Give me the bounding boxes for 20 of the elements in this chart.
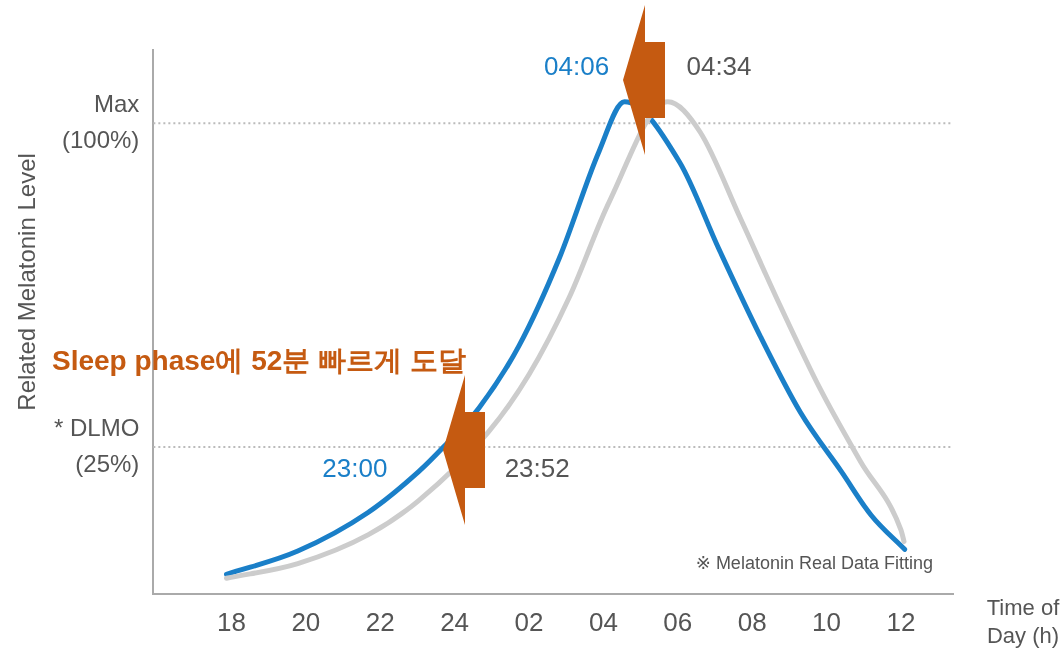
- x-tick-label: 04: [588, 606, 618, 637]
- x-tick-label: 12: [886, 606, 916, 637]
- y-axis-title: Related Melatonin Level: [12, 153, 40, 411]
- x-tick-label: 10: [812, 606, 841, 637]
- annotation: ※ Melatonin Real Data Fitting: [695, 552, 933, 573]
- annotation: Sleep phase에 52분 빠르게 도달: [52, 344, 466, 376]
- y-tick-label: Max (100%): [61, 89, 140, 153]
- annotation: 23:00: [322, 453, 388, 484]
- x-tick-label: 24: [440, 606, 470, 637]
- y-tick-label: * DLMO (25%): [53, 413, 140, 477]
- x-tick-label: 20: [291, 606, 321, 637]
- annotation: 04:34: [686, 50, 752, 81]
- x-tick-label: 22: [365, 606, 395, 637]
- x-tick-label: 08: [737, 606, 767, 637]
- x-tick-label: 06: [663, 606, 693, 637]
- annotation: 23:52: [504, 453, 570, 484]
- annotation: 04:06: [544, 50, 610, 81]
- x-axis-title: Time of Day (h): [986, 594, 1061, 648]
- x-tick-label: 02: [514, 606, 544, 637]
- x-tick-label: 18: [216, 606, 246, 637]
